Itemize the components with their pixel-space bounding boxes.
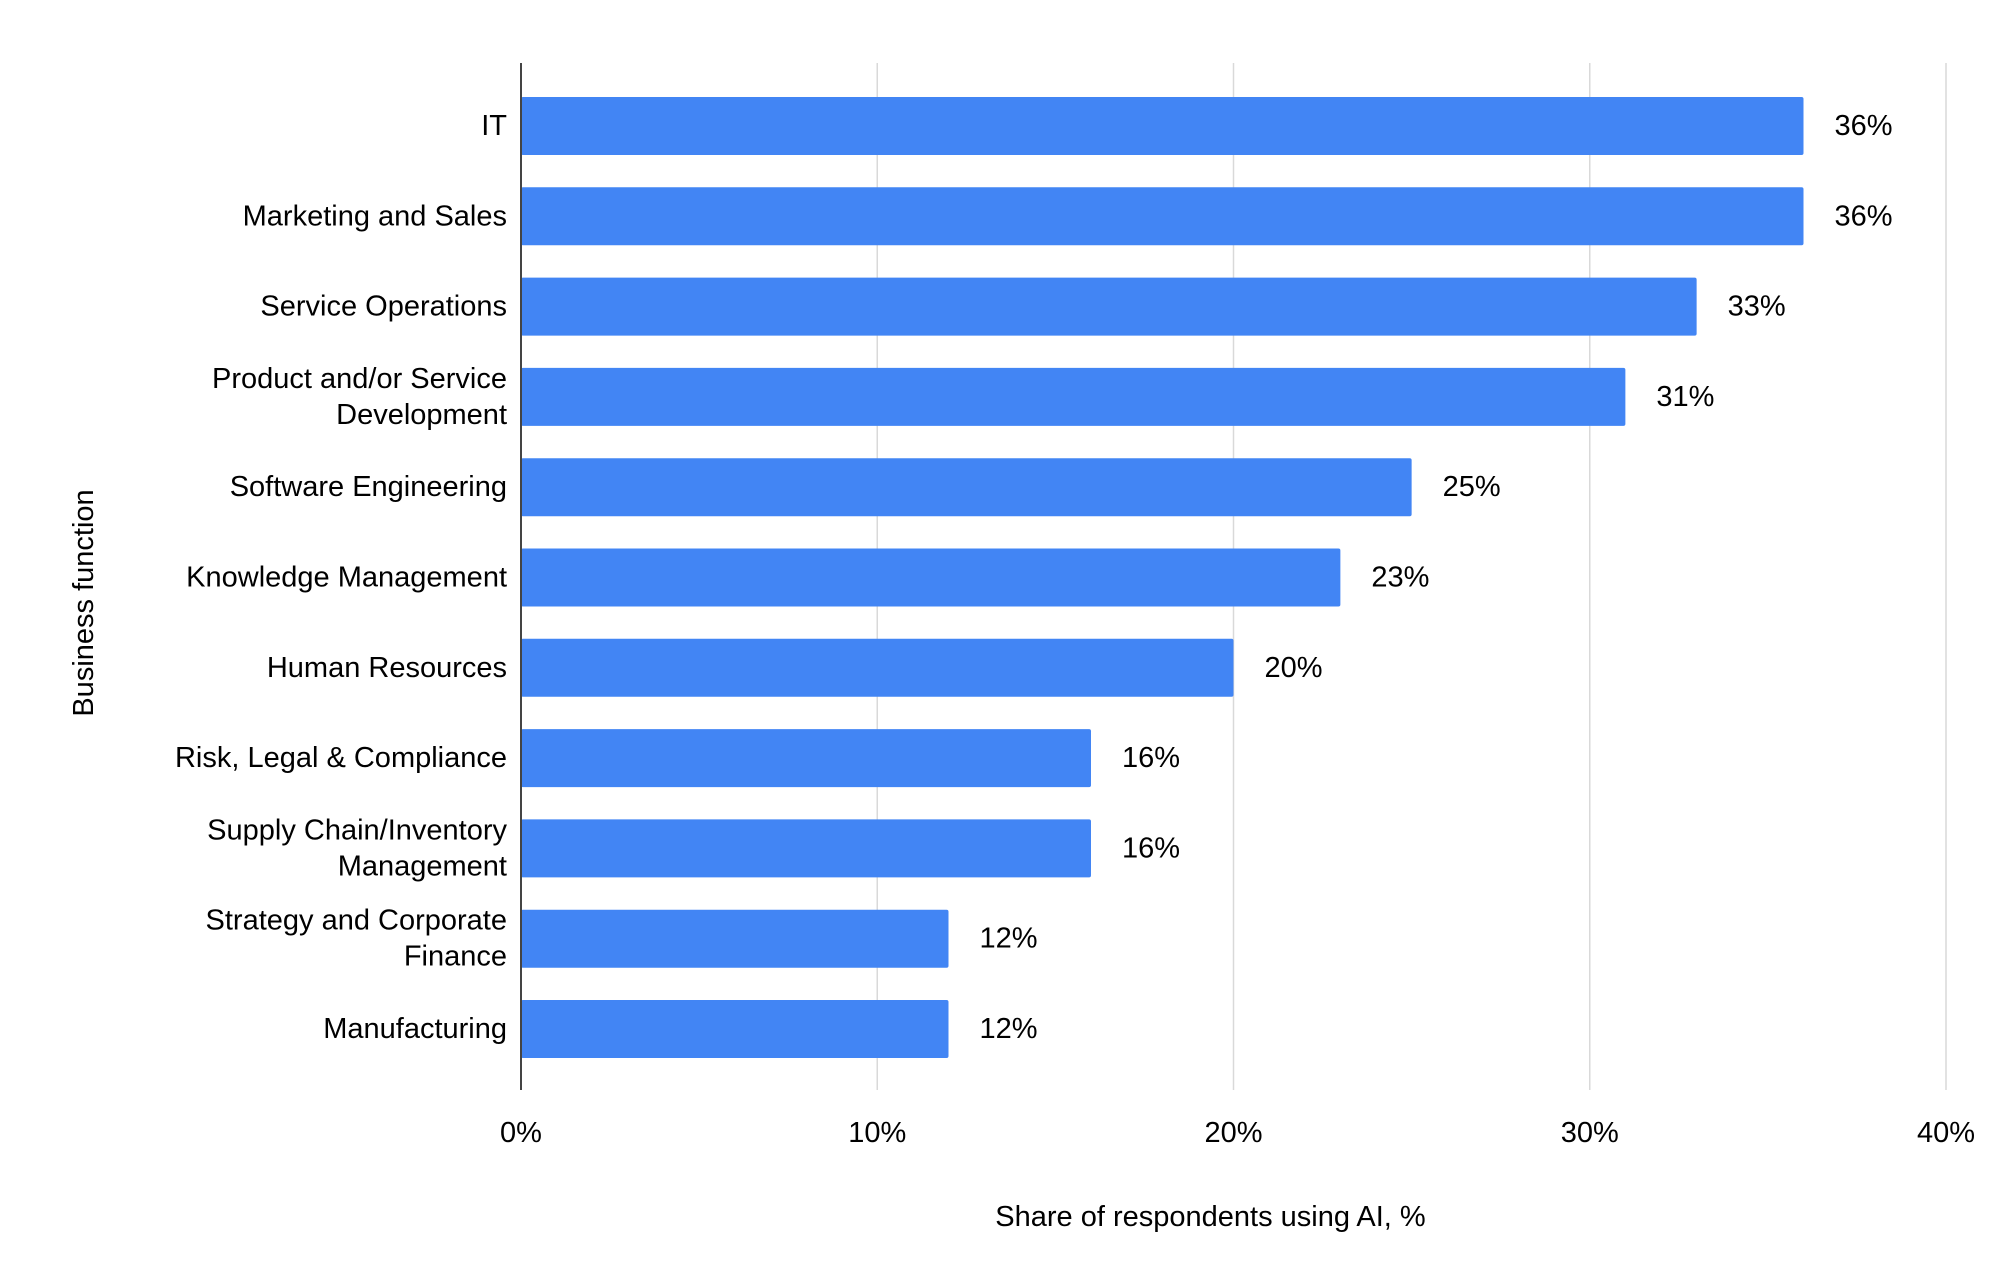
category-labels: IT Marketing and Sales Service Operations P… (175, 110, 508, 1045)
category-label-line: Supply Chain/Inventory (207, 814, 507, 846)
bar (521, 97, 1804, 155)
bar (521, 548, 1341, 607)
y-axis-title: Business function (68, 489, 100, 716)
category-label: Supply Chain/Inventory Management (207, 814, 507, 882)
category-label: IT (481, 110, 507, 142)
data-label: 31% (1656, 381, 1714, 413)
category-label: Manufacturing (323, 1013, 507, 1045)
category-label-line: Risk, Legal & Compliance (175, 742, 507, 774)
bar (521, 819, 1091, 878)
category-label: Strategy and Corporate Finance (206, 905, 507, 973)
category-label-line: Software Engineering (230, 471, 507, 503)
data-label: 36% (1835, 110, 1893, 142)
category-label-line: Knowledge Management (186, 562, 507, 594)
bar (521, 729, 1091, 788)
bar (521, 1000, 949, 1058)
category-label-line: Product and/or Service (212, 363, 507, 395)
category-label-line: Marketing and Sales (243, 200, 507, 232)
category-label-line: Development (336, 399, 507, 431)
category-label: Human Resources (267, 652, 507, 684)
data-label: 33% (1728, 291, 1786, 323)
x-tick-label: 30% (1561, 1117, 1619, 1149)
x-tick-label: 20% (1204, 1117, 1262, 1149)
data-label: 16% (1122, 742, 1180, 774)
x-tick-labels: 0% 10% 20% 30% 40% (500, 1117, 1975, 1149)
bar (521, 277, 1697, 336)
data-label: 12% (980, 923, 1038, 955)
category-label: Knowledge Management (186, 562, 507, 594)
category-label-line: Human Resources (267, 652, 507, 684)
bars (521, 97, 1804, 1058)
data-label: 36% (1835, 200, 1893, 232)
category-label-line: Finance (404, 941, 507, 973)
data-label: 12% (980, 1013, 1038, 1045)
category-label-line: Manufacturing (323, 1013, 507, 1045)
bar (521, 187, 1804, 246)
category-label-line: IT (481, 110, 507, 142)
data-label: 16% (1122, 832, 1180, 864)
category-label: Risk, Legal & Compliance (175, 742, 507, 774)
category-label: Marketing and Sales (243, 200, 507, 232)
category-label: Product and/or Service Development (212, 363, 507, 431)
data-label: 23% (1371, 562, 1429, 594)
x-tick-label: 40% (1917, 1117, 1975, 1149)
category-label-line: Service Operations (260, 291, 507, 323)
x-tick-label: 10% (848, 1117, 906, 1149)
category-label: Service Operations (260, 291, 507, 323)
data-label: 20% (1265, 652, 1323, 684)
category-label-line: Management (338, 850, 507, 882)
bar (521, 638, 1234, 697)
category-label-line: Strategy and Corporate (206, 905, 507, 937)
data-label: 25% (1443, 471, 1501, 503)
bar (521, 367, 1626, 426)
bar (521, 458, 1412, 517)
bar (521, 909, 949, 968)
category-label: Software Engineering (230, 471, 507, 503)
x-axis-title: Share of respondents using AI, % (995, 1201, 1425, 1233)
value-labels: 36% 36% 33% 31% 25% 23% 20% 16% 16% 12% 12% (980, 110, 1893, 1045)
x-tick-label: 0% (500, 1117, 542, 1149)
